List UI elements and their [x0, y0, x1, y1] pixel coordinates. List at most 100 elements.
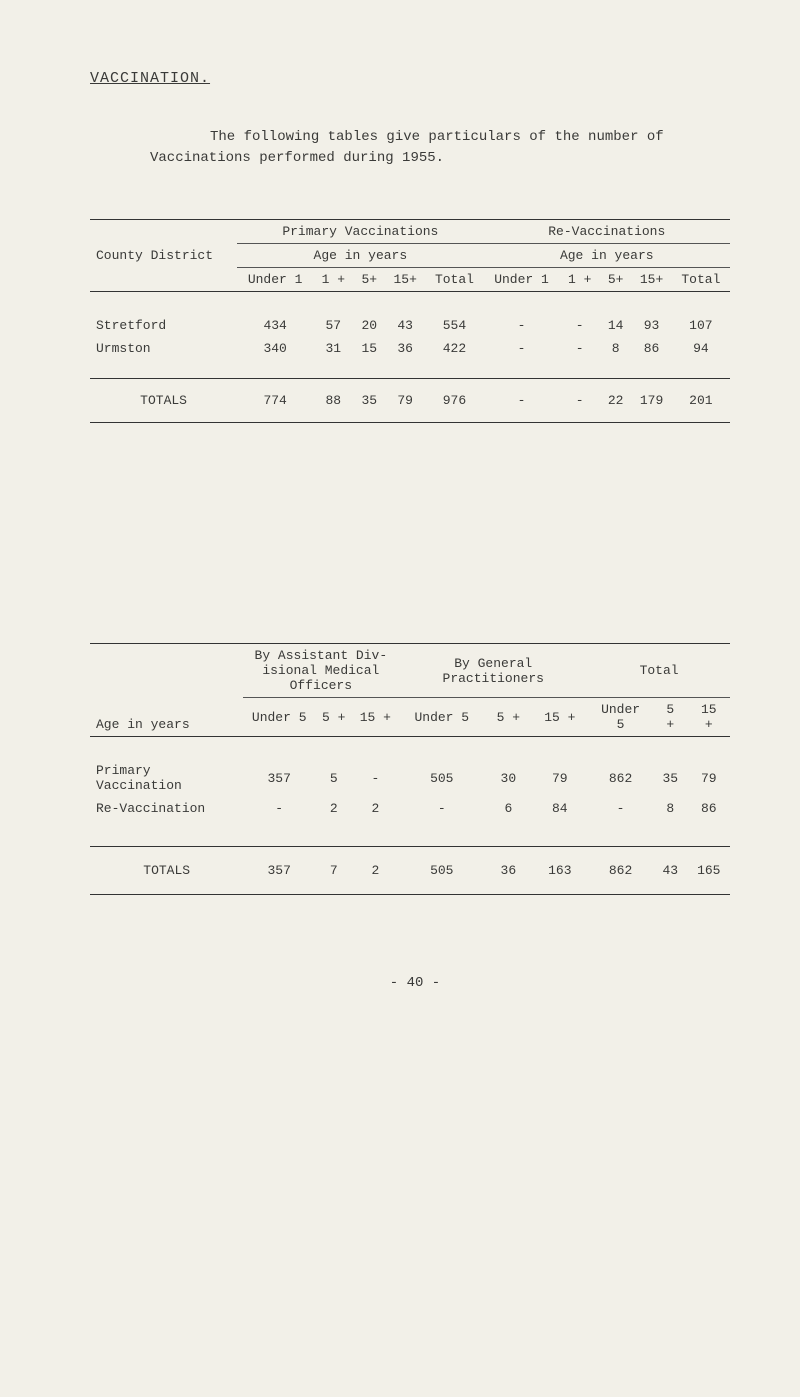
cell: 84 — [531, 797, 588, 820]
cell: 340 — [237, 337, 313, 360]
age-in-years-label: Age in years — [90, 644, 243, 737]
cell: 79 — [688, 759, 730, 797]
table-row: Re-Vaccination - 2 2 - 6 84 - 8 86 — [90, 797, 730, 820]
col-header: 5 + — [653, 698, 688, 737]
totals-row: TOTALS 774 88 35 79 976 - - 22 179 201 — [90, 379, 730, 423]
cell: 79 — [531, 759, 588, 797]
totals-label: TOTALS — [90, 847, 243, 895]
intro-paragraph: The following tables give particulars of… — [90, 127, 740, 169]
cell: 107 — [672, 314, 730, 337]
district-name: Stretford — [90, 314, 237, 337]
cell: 5 — [315, 759, 352, 797]
table-row: Urmston 340 31 15 36 422 - - 8 86 94 — [90, 337, 730, 360]
cell: - — [588, 797, 653, 820]
col-header: Total — [425, 268, 483, 292]
cell: 43 — [653, 847, 688, 895]
cell: 79 — [385, 379, 425, 423]
col-header: 5+ — [600, 268, 631, 292]
row-name: Primary Vaccination — [90, 759, 243, 797]
age-header-re: Age in years — [484, 244, 730, 268]
cell: 57 — [313, 314, 353, 337]
col-header: Under 5 — [243, 698, 315, 737]
col-header: Total — [672, 268, 730, 292]
table-row: County District Primary Vaccinations Re-… — [90, 220, 730, 244]
table-row: Age in years By Assistant Div- isional M… — [90, 644, 730, 698]
cell: 20 — [354, 314, 385, 337]
cell: - — [560, 379, 600, 423]
age-header-primary: Age in years — [237, 244, 483, 268]
cell: 36 — [485, 847, 531, 895]
table-row — [90, 292, 730, 315]
cell: 165 — [688, 847, 730, 895]
cell: 43 — [385, 314, 425, 337]
district-name: Urmston — [90, 337, 237, 360]
table-row — [90, 737, 730, 760]
cell: 2 — [352, 847, 398, 895]
cell: 554 — [425, 314, 483, 337]
vaccinations-by-district-table: County District Primary Vaccinations Re-… — [90, 219, 730, 423]
cell: 8 — [600, 337, 631, 360]
totals-row: TOTALS 357 7 2 505 36 163 862 43 165 — [90, 847, 730, 895]
vaccinations-by-practitioner-table: Age in years By Assistant Div- isional M… — [90, 643, 730, 895]
cell: 8 — [653, 797, 688, 820]
col-header: Under 5 — [398, 698, 485, 737]
cell: 6 — [485, 797, 531, 820]
col-header: 15 + — [688, 698, 730, 737]
cell: - — [560, 314, 600, 337]
col-header: 15 + — [531, 698, 588, 737]
table-row — [90, 820, 730, 847]
cell: 163 — [531, 847, 588, 895]
table-row — [90, 360, 730, 379]
cell: - — [398, 797, 485, 820]
cell: 15 — [354, 337, 385, 360]
col-header: 1 + — [560, 268, 600, 292]
cell: 862 — [588, 759, 653, 797]
col-header: 5 + — [315, 698, 352, 737]
col-header: Under 1 — [484, 268, 560, 292]
cell: 434 — [237, 314, 313, 337]
cell: 2 — [315, 797, 352, 820]
page-number: - 40 - — [90, 975, 740, 991]
cell: 22 — [600, 379, 631, 423]
cell: 7 — [315, 847, 352, 895]
section-title: VACCINATION. — [90, 70, 740, 87]
col-header: 15+ — [631, 268, 671, 292]
cell: 357 — [243, 847, 315, 895]
cell: - — [484, 379, 560, 423]
cell: - — [243, 797, 315, 820]
cell: - — [560, 337, 600, 360]
cell: 976 — [425, 379, 483, 423]
cell: 86 — [688, 797, 730, 820]
col-header: 15 + — [352, 698, 398, 737]
group-header-primary: Primary Vaccinations — [237, 220, 483, 244]
group-header-re: Re-Vaccinations — [484, 220, 730, 244]
totals-label: TOTALS — [90, 379, 237, 423]
group-header-general: By General Practitioners — [398, 644, 588, 698]
table-row: Stretford 434 57 20 43 554 - - 14 93 107 — [90, 314, 730, 337]
col-header: Under 5 — [588, 698, 653, 737]
cell: 422 — [425, 337, 483, 360]
cell: 36 — [385, 337, 425, 360]
col-header: 5+ — [354, 268, 385, 292]
col-header-district: County District — [90, 220, 237, 292]
col-header: 15+ — [385, 268, 425, 292]
intro-line-1: The following tables give particulars of… — [150, 127, 740, 148]
col-header: 5 + — [485, 698, 531, 737]
cell: 862 — [588, 847, 653, 895]
cell: 35 — [653, 759, 688, 797]
cell: 179 — [631, 379, 671, 423]
page: VACCINATION. The following tables give p… — [0, 0, 800, 1397]
cell: 2 — [352, 797, 398, 820]
group-header-assistant: By Assistant Div- isional Medical Office… — [243, 644, 398, 698]
row-name: Re-Vaccination — [90, 797, 243, 820]
cell: 86 — [631, 337, 671, 360]
col-header: Under 1 — [237, 268, 313, 292]
cell: 14 — [600, 314, 631, 337]
cell: - — [352, 759, 398, 797]
group-header-total: Total — [588, 644, 730, 698]
cell: 94 — [672, 337, 730, 360]
table-row: Primary Vaccination 357 5 - 505 30 79 86… — [90, 759, 730, 797]
cell: 357 — [243, 759, 315, 797]
col-header: 1 + — [313, 268, 353, 292]
cell: 35 — [354, 379, 385, 423]
